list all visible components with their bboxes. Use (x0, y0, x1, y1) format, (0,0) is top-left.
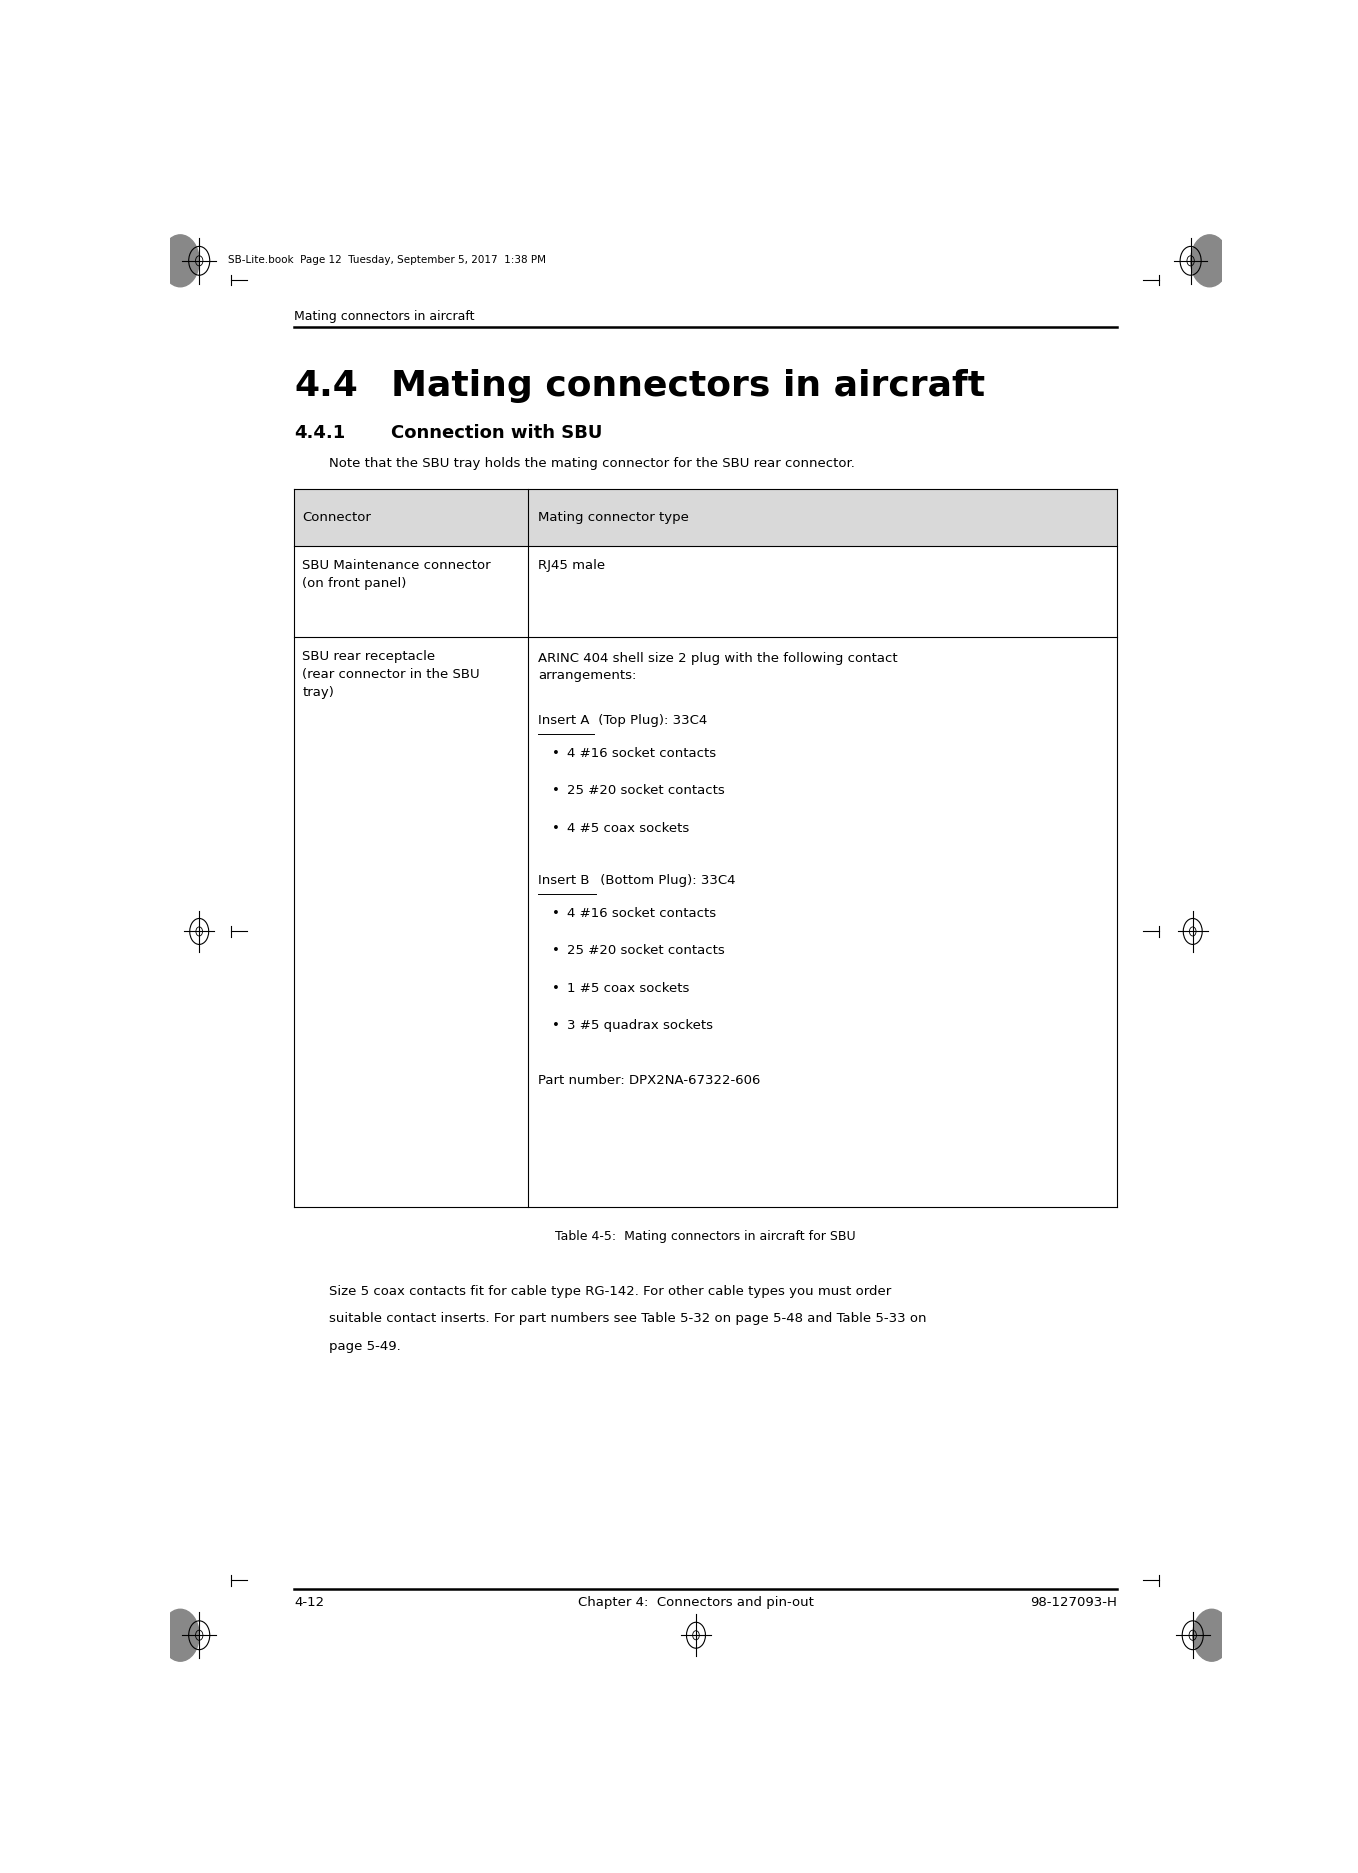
Text: Insert A: Insert A (538, 714, 589, 727)
Text: •: • (551, 785, 559, 798)
Text: (Bottom Plug): 33C4: (Bottom Plug): 33C4 (596, 875, 736, 886)
Text: Mating connectors in aircraft: Mating connectors in aircraft (293, 309, 474, 322)
Text: Part number: DPX2NA-67322-606: Part number: DPX2NA-67322-606 (538, 1075, 760, 1086)
Text: SB-Lite.book  Page 12  Tuesday, September 5, 2017  1:38 PM: SB-Lite.book Page 12 Tuesday, September … (228, 255, 546, 266)
Text: 4 #16 socket contacts: 4 #16 socket contacts (566, 907, 716, 920)
Text: (Top Plug): 33C4: (Top Plug): 33C4 (593, 714, 708, 727)
Text: Connection with SBU: Connection with SBU (391, 423, 602, 442)
Text: Chapter 4:  Connectors and pin-out: Chapter 4: Connectors and pin-out (579, 1596, 813, 1609)
Text: •: • (551, 981, 559, 995)
Text: •: • (551, 1019, 559, 1032)
Text: 4 #16 socket contacts: 4 #16 socket contacts (566, 747, 716, 760)
Text: Size 5 coax contacts fit for cable type RG-142. For other cable types you must o: Size 5 coax contacts fit for cable type … (329, 1285, 891, 1298)
Text: 98-127093-H: 98-127093-H (1031, 1596, 1116, 1609)
Text: suitable contact inserts. For part numbers see Table 5-32 on page 5-48 and Table: suitable contact inserts. For part numbe… (329, 1313, 926, 1326)
Text: RJ45 male: RJ45 male (538, 560, 606, 573)
Circle shape (1192, 1609, 1230, 1661)
Text: 1 #5 coax sockets: 1 #5 coax sockets (566, 981, 689, 995)
Text: •: • (551, 944, 559, 957)
Text: Connector: Connector (303, 511, 371, 524)
Circle shape (162, 234, 200, 287)
Text: Mating connectors in aircraft: Mating connectors in aircraft (391, 369, 985, 403)
Text: 4.4: 4.4 (293, 369, 357, 403)
Text: 4.4.1: 4.4.1 (293, 423, 345, 442)
Text: •: • (551, 822, 559, 835)
Text: SBU Maintenance connector
(on front panel): SBU Maintenance connector (on front pane… (303, 560, 492, 590)
Text: 4-12: 4-12 (293, 1596, 325, 1609)
Text: page 5-49.: page 5-49. (329, 1339, 401, 1352)
Text: Insert B: Insert B (538, 875, 589, 886)
Text: •: • (551, 907, 559, 920)
Text: •: • (551, 747, 559, 760)
Text: 25 #20 socket contacts: 25 #20 socket contacts (566, 785, 724, 798)
Circle shape (1191, 234, 1229, 287)
Text: Table 4-5:  Mating connectors in aircraft for SBU: Table 4-5: Mating connectors in aircraft… (555, 1231, 856, 1244)
Text: Mating connector type: Mating connector type (538, 511, 689, 524)
Bar (293, 489, 1118, 547)
Text: Note that the SBU tray holds the mating connector for the SBU rear connector.: Note that the SBU tray holds the mating … (329, 457, 854, 470)
Text: 25 #20 socket contacts: 25 #20 socket contacts (566, 944, 724, 957)
Text: 3 #5 quadrax sockets: 3 #5 quadrax sockets (566, 1019, 713, 1032)
Circle shape (162, 1609, 200, 1661)
Text: SBU rear receptacle
(rear connector in the SBU
tray): SBU rear receptacle (rear connector in t… (303, 650, 479, 699)
Text: 4 #5 coax sockets: 4 #5 coax sockets (566, 822, 689, 835)
Text: ARINC 404 shell size 2 plug with the following contact
arrangements:: ARINC 404 shell size 2 plug with the fol… (538, 652, 898, 682)
